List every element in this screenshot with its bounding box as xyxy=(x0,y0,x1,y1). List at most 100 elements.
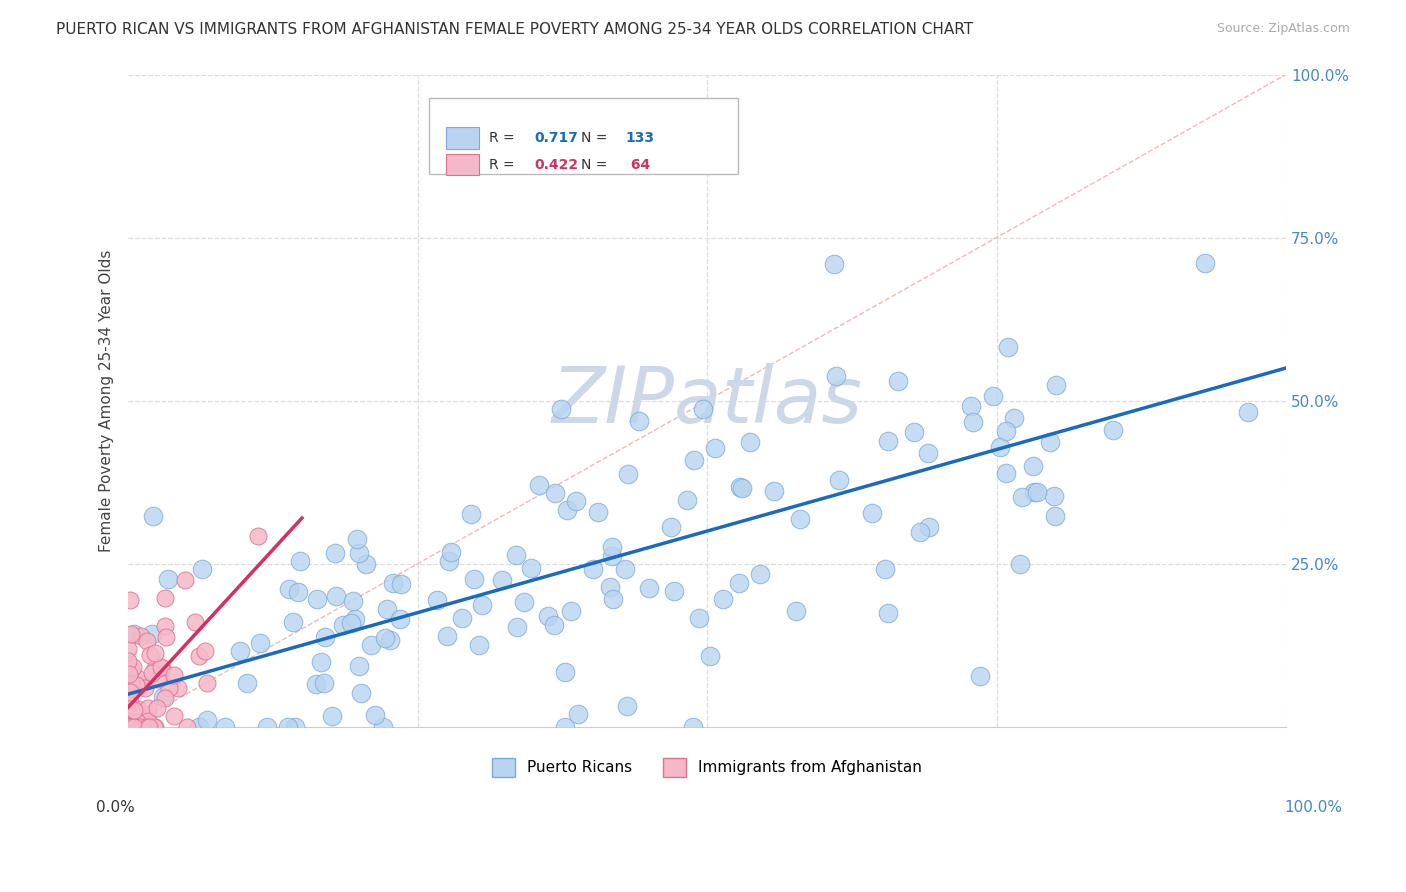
Y-axis label: Female Poverty Among 25-34 Year Olds: Female Poverty Among 25-34 Year Olds xyxy=(100,250,114,552)
Point xyxy=(378,633,401,648)
Point xyxy=(506,620,529,634)
Point xyxy=(918,519,941,533)
Point xyxy=(586,505,609,519)
Point xyxy=(505,548,527,562)
Point xyxy=(305,676,328,690)
Point xyxy=(1022,458,1045,473)
Text: Source: ZipAtlas.com: Source: ZipAtlas.com xyxy=(1216,22,1350,36)
Point xyxy=(344,612,367,626)
Point xyxy=(728,480,751,494)
Point xyxy=(136,714,159,728)
Point xyxy=(683,452,706,467)
Point xyxy=(117,642,139,657)
Point xyxy=(381,575,404,590)
Point xyxy=(229,644,252,658)
Point xyxy=(960,399,983,413)
Point xyxy=(117,674,139,689)
Point xyxy=(143,720,166,734)
Point xyxy=(153,619,176,633)
Point xyxy=(131,720,153,734)
Point xyxy=(600,540,623,554)
Point xyxy=(163,709,186,723)
Point xyxy=(131,677,153,691)
Text: 0.0%: 0.0% xyxy=(96,800,135,814)
Point xyxy=(146,673,169,687)
Point xyxy=(688,610,710,624)
Point xyxy=(513,595,536,609)
Text: N =: N = xyxy=(581,158,612,172)
Point xyxy=(1039,434,1062,449)
Point xyxy=(155,630,177,644)
Point xyxy=(118,720,141,734)
Point xyxy=(128,672,150,686)
Point xyxy=(1011,490,1033,504)
Point xyxy=(284,720,307,734)
Text: ZIPatlas: ZIPatlas xyxy=(551,363,862,439)
Point xyxy=(118,667,141,681)
Text: R =: R = xyxy=(489,131,519,145)
Point xyxy=(120,685,142,699)
Point xyxy=(828,473,851,487)
Point xyxy=(129,720,152,734)
Point xyxy=(312,675,335,690)
Point xyxy=(662,583,685,598)
Point xyxy=(325,589,347,603)
Point xyxy=(616,467,638,482)
Point xyxy=(785,604,807,618)
Point xyxy=(962,415,984,429)
Point xyxy=(565,493,588,508)
Point xyxy=(560,605,582,619)
Point xyxy=(325,546,347,560)
Point xyxy=(120,682,142,697)
Point xyxy=(122,660,145,674)
Point xyxy=(188,720,211,734)
Point xyxy=(122,627,145,641)
Point xyxy=(194,643,217,657)
Point xyxy=(917,446,939,460)
Text: 64: 64 xyxy=(626,158,650,172)
Point xyxy=(142,720,165,734)
Point xyxy=(342,593,364,607)
Point xyxy=(321,709,343,723)
Point xyxy=(637,581,659,595)
Point xyxy=(699,648,721,663)
Point xyxy=(153,691,176,706)
Point xyxy=(550,402,572,417)
Point xyxy=(887,374,910,388)
Point xyxy=(616,698,638,713)
Point xyxy=(360,638,382,652)
Point xyxy=(969,669,991,683)
Point xyxy=(118,720,141,734)
Point xyxy=(676,492,699,507)
Point xyxy=(436,629,458,643)
Point xyxy=(135,633,157,648)
Point xyxy=(124,720,146,734)
Point xyxy=(451,611,474,625)
Point xyxy=(142,508,165,523)
Point xyxy=(994,425,1017,439)
Point xyxy=(354,558,377,572)
Point xyxy=(600,549,623,564)
Point xyxy=(118,592,141,607)
Point xyxy=(440,544,463,558)
Point xyxy=(122,703,145,717)
Legend: Puerto Ricans, Immigrants from Afghanistan: Puerto Ricans, Immigrants from Afghanist… xyxy=(485,750,929,784)
Point xyxy=(128,714,150,729)
Text: 0.717: 0.717 xyxy=(534,131,578,145)
Point xyxy=(537,609,560,624)
Point xyxy=(127,714,149,729)
Point xyxy=(463,573,485,587)
Point xyxy=(166,681,188,695)
Point xyxy=(491,573,513,587)
Point xyxy=(332,618,354,632)
Point xyxy=(692,401,714,416)
Point xyxy=(173,573,195,587)
Text: R =: R = xyxy=(489,158,519,172)
Point xyxy=(527,477,550,491)
Point xyxy=(120,627,142,641)
Point xyxy=(599,580,621,594)
Point xyxy=(374,631,396,645)
Point xyxy=(153,591,176,606)
Point xyxy=(1101,423,1123,437)
Point xyxy=(347,659,370,673)
